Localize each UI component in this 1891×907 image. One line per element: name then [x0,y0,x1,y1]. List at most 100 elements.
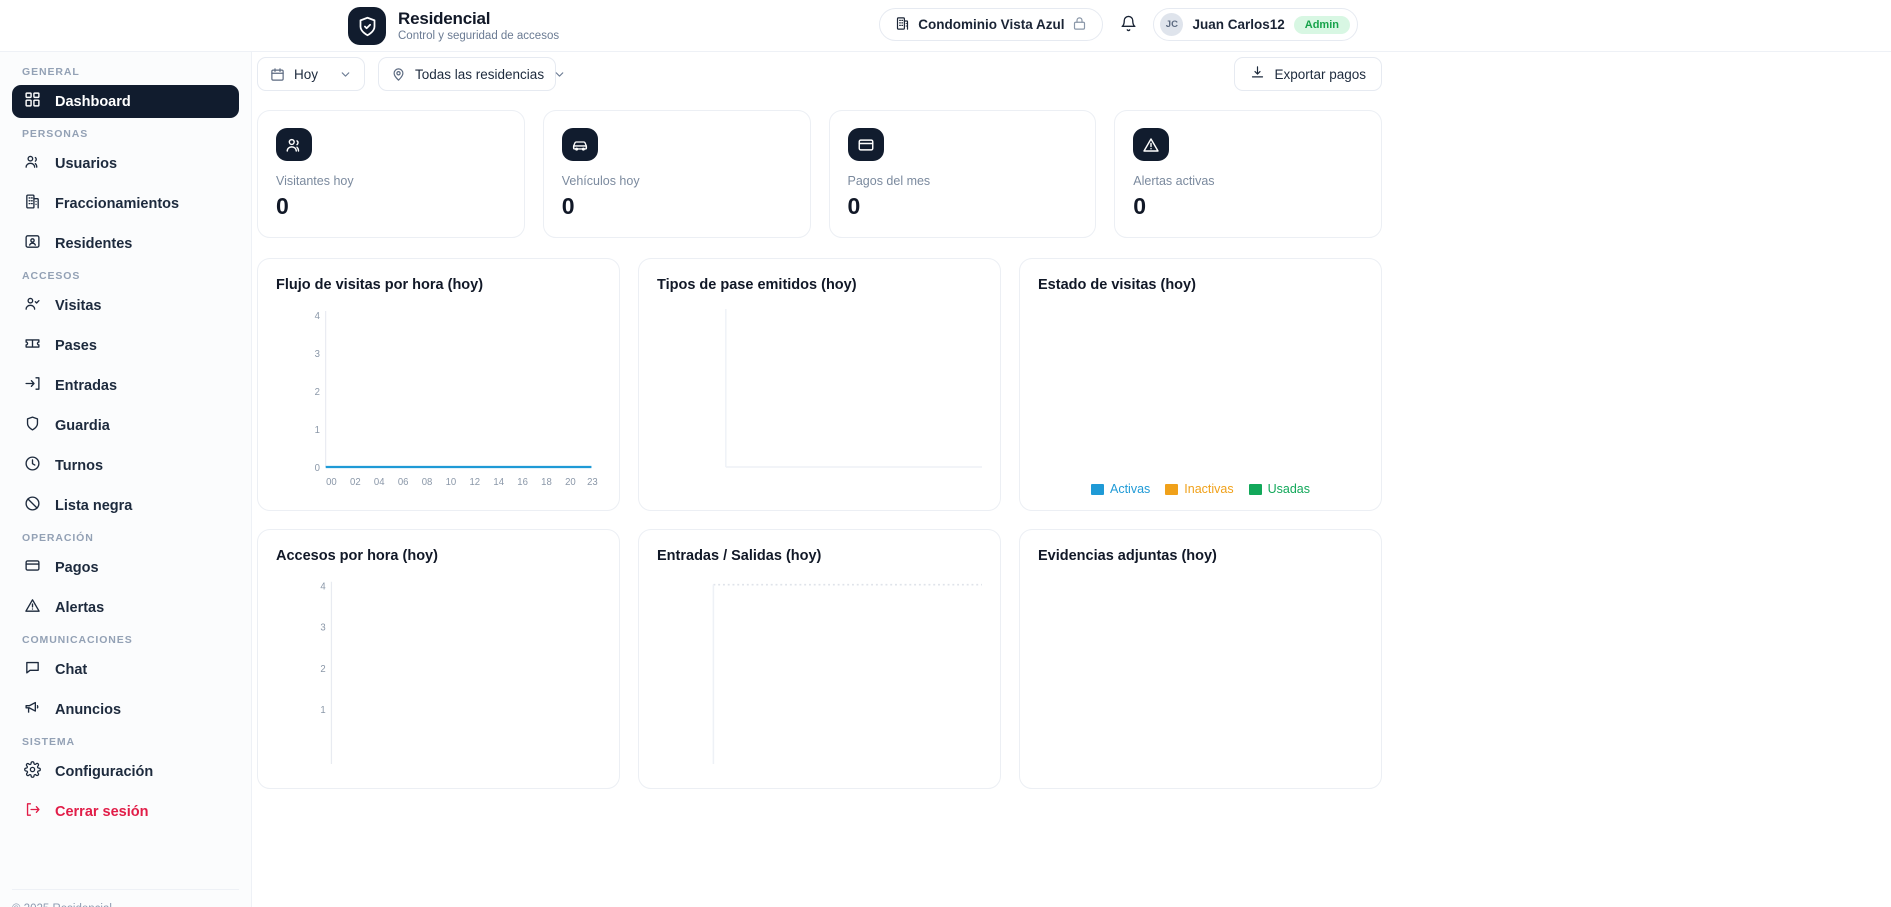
chart-card-tipos-pase: Tipos de pase emitidos (hoy) [638,258,1001,511]
charts-grid: Flujo de visitas por hora (hoy) 4 3 2 1 … [257,258,1382,789]
sidebar-footer: © 2025 Residencial [12,889,239,907]
lock-icon [1072,16,1087,34]
credit-card-icon [24,557,41,578]
dashboard-toolbar: Hoy Todas las residencias Exportar pagos [257,57,1382,91]
sidebar-item-alertas[interactable]: Alertas [12,591,239,624]
sidebar-group-personas: PERSONAS [22,128,89,140]
bar-chart-evidencias [1038,568,1363,764]
chart-title: Evidencias adjuntas (hoy) [1038,548,1217,564]
user-name: Juan Carlos12 [1192,17,1285,32]
sidebar: GENERAL Dashboard PERSONAS Usuarios Frac… [0,52,252,907]
user-menu[interactable]: JC Juan Carlos12 Admin [1153,8,1358,41]
sidebar-item-fraccionamientos[interactable]: Fraccionamientos [12,187,239,220]
export-payments-button[interactable]: Exportar pagos [1234,57,1382,91]
chart-card-estado-visitas: Estado de visitas (hoy) Activas Inactiva… [1019,258,1382,511]
legend-swatch [1248,483,1262,495]
sidebar-item-label: Dashboard [55,93,131,110]
kpi-label: Visitantes hoy [276,174,354,188]
y-tick: 2 [320,664,325,675]
residence-select[interactable]: Todas las residencias [378,57,564,91]
building-icon [24,193,41,214]
alert-triangle-icon [24,597,41,618]
sidebar-item-guardia[interactable]: Guardia [12,409,239,442]
sidebar-group-operacion: OPERACIÓN [22,532,94,544]
legend-item-inactivas[interactable]: Inactivas [1165,482,1234,496]
y-tick: 3 [320,623,325,634]
calendar-icon [270,67,285,82]
x-tick: 02 [350,477,361,488]
condo-selector[interactable]: Condominio Vista Azul [879,8,1104,41]
sidebar-item-label: Configuración [55,763,154,780]
legend-label: Inactivas [1184,482,1234,496]
notifications-button[interactable] [1113,10,1143,40]
sidebar-item-dashboard[interactable]: Dashboard [12,85,239,118]
legend-item-usadas[interactable]: Usadas [1248,482,1310,496]
kpi-value: 0 [1133,193,1146,219]
sidebar-item-usuarios[interactable]: Usuarios [12,147,239,180]
sidebar-item-anuncios[interactable]: Anuncios [12,693,239,726]
sidebar-item-entradas[interactable]: Entradas [12,369,239,402]
x-tick: 18 [541,477,552,488]
car-icon [561,128,598,161]
bar-chart-entradas-salidas [657,568,982,764]
x-tick: 12 [470,477,481,488]
sidebar-item-label: Guardia [55,417,110,434]
kpi-label: Vehículos hoy [561,174,640,188]
x-tick: 06 [398,477,409,488]
sidebar-item-label: Entradas [55,377,118,394]
sidebar-group-accesos: ACCESOS [22,270,81,282]
sidebar-item-residentes[interactable]: Residentes [12,227,239,260]
download-icon [1250,65,1265,83]
y-tick: 1 [320,705,325,716]
id-card-icon [24,233,41,254]
gear-icon [24,761,41,782]
sidebar-group-sistema: SISTEMA [22,736,75,748]
sidebar-item-pagos[interactable]: Pagos [12,551,239,584]
clock-icon [24,455,41,476]
x-tick: 00 [326,477,337,488]
kpi-cards: Visitantes hoy 0 Vehículos hoy 0 Pagos d… [257,110,1382,238]
y-tick: 2 [315,387,320,398]
sidebar-item-label: Visitas [55,297,102,314]
kpi-value: 0 [561,193,575,219]
chart-title: Flujo de visitas por hora (hoy) [276,277,484,293]
date-range-select[interactable]: Hoy [257,57,365,91]
export-button-label: Exportar pagos [1274,66,1366,82]
legend-item-activas[interactable]: Activas [1090,482,1150,496]
users-icon [24,153,41,174]
map-pin-icon [391,67,406,82]
users-icon [276,128,312,161]
x-tick: 23 [587,477,598,488]
sidebar-item-pases[interactable]: Pases [12,329,239,362]
x-tick: 14 [493,477,504,488]
bar-chart-tipos-pase [657,297,982,493]
chart-title: Estado de visitas (hoy) [1038,277,1196,293]
logout-arrow-icon [24,801,41,822]
sidebar-item-chat[interactable]: Chat [12,653,239,686]
kpi-card-pagos[interactable]: Pagos del mes 0 [828,110,1097,238]
kpi-card-visitantes[interactable]: Visitantes hoy 0 [257,110,525,238]
sidebar-item-cerrar-sesion[interactable]: Cerrar sesión [12,795,239,828]
chart-title: Tipos de pase emitidos (hoy) [657,277,857,293]
y-tick: 0 [315,463,321,474]
sidebar-item-turnos[interactable]: Turnos [12,449,239,482]
condo-name: Condominio Vista Azul [918,17,1065,32]
x-tick: 20 [565,477,576,488]
brand-subtitle: Control y seguridad de accesos [398,29,560,42]
chart-card-entradas-salidas: Entradas / Salidas (hoy) [638,529,1001,789]
sidebar-item-label: Chat [55,661,88,678]
alert-triangle-icon [1133,128,1170,161]
message-icon [24,659,41,680]
sidebar-item-configuracion[interactable]: Configuración [12,755,239,788]
legend-swatch [1090,483,1104,495]
sidebar-item-visitas[interactable]: Visitas [12,289,239,322]
x-tick: 16 [517,477,528,488]
y-tick: 1 [315,425,320,436]
ban-icon [24,495,41,516]
kpi-card-vehiculos[interactable]: Vehículos hoy 0 [542,110,811,238]
sidebar-item-label: Anuncios [55,701,122,718]
kpi-card-alertas[interactable]: Alertas activas 0 [1114,110,1382,238]
sidebar-item-lista-negra[interactable]: Lista negra [12,489,239,522]
kpi-label: Pagos del mes [847,174,931,188]
x-tick: 04 [374,477,385,488]
